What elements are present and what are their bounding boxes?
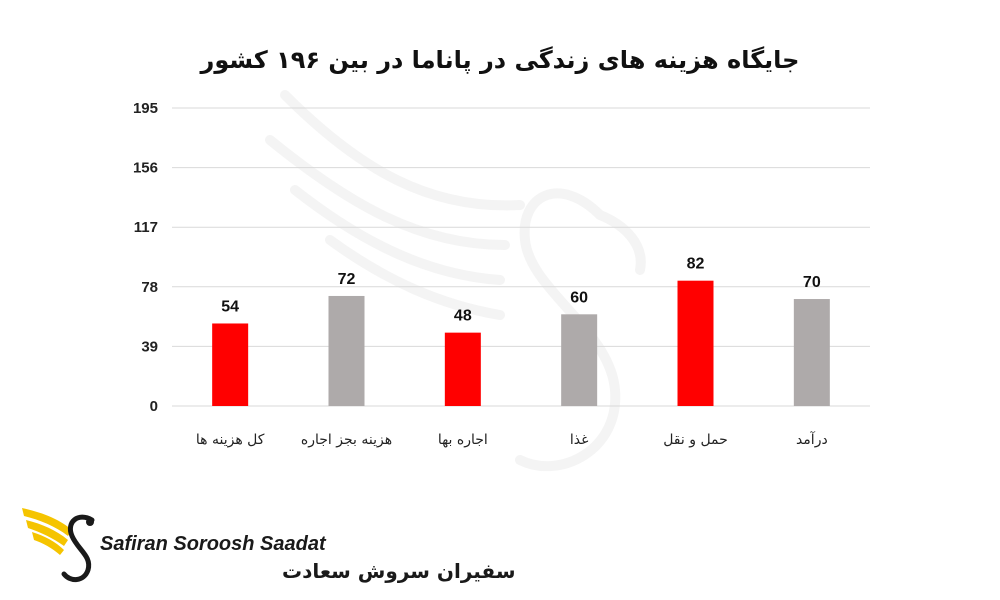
brand-logo: Safiran Soroosh Saadat سفیران سروش سعادت — [22, 508, 516, 583]
plot-area: 0 39 78 117 156 195 54 کل هزینه ها 72 هزینه بجز ا… — [133, 100, 870, 448]
bar — [444, 332, 481, 406]
bar — [328, 295, 365, 406]
x-tick-label: اجاره بها — [438, 432, 488, 448]
bar — [793, 299, 830, 406]
brand-name-en: Safiran Soroosh Saadat — [100, 533, 327, 555]
data-label: 48 — [454, 308, 472, 325]
x-tick-label: کل هزینه ها — [196, 432, 265, 448]
bar — [677, 280, 714, 406]
data-label: 60 — [570, 289, 588, 306]
x-tick-label: هزینه بجز اجاره — [301, 432, 392, 448]
y-tick-label: 156 — [133, 160, 158, 177]
y-tick-label: 78 — [141, 279, 158, 296]
brand-name-fa: سفیران سروش سعادت — [282, 559, 516, 583]
wing-icon — [22, 508, 95, 582]
chart-title: جایگاه هزینه های زندگی در پاناما در بین … — [200, 46, 800, 74]
y-tick-label: 39 — [141, 338, 158, 355]
bar — [212, 323, 249, 406]
data-label: 82 — [687, 256, 705, 273]
watermark-logo-icon — [265, 90, 646, 472]
y-tick-label: 195 — [133, 100, 158, 117]
data-label: 72 — [338, 271, 356, 288]
x-tick-label: حمل و نقل — [663, 432, 728, 448]
x-tick-label: غذا — [570, 432, 589, 448]
x-tick-label: درآمد — [796, 431, 828, 448]
bar — [561, 314, 598, 406]
data-label: 54 — [221, 298, 239, 315]
data-label: 70 — [803, 274, 821, 291]
y-tick-label: 0 — [150, 398, 158, 415]
y-tick-label: 117 — [134, 219, 158, 236]
